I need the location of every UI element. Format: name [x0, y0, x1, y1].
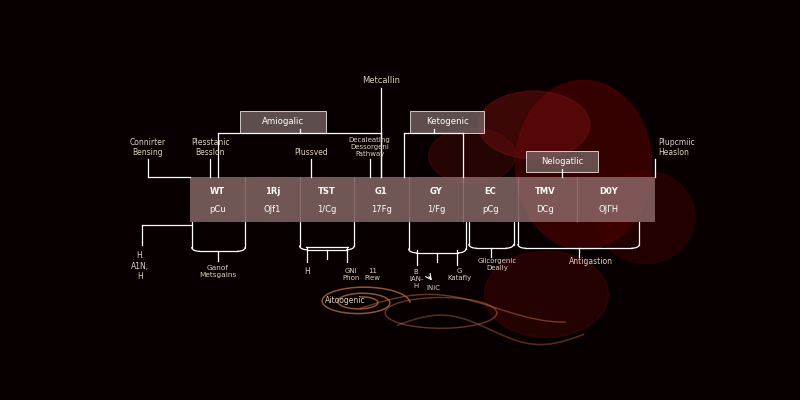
Text: Metcallin: Metcallin: [362, 76, 401, 85]
Text: pCg: pCg: [482, 205, 499, 214]
Text: Antigastion: Antigastion: [569, 257, 613, 266]
Text: INiC: INiC: [426, 285, 441, 291]
FancyBboxPatch shape: [190, 177, 655, 222]
Text: B
IAN-
H: B IAN- H: [409, 269, 423, 289]
Text: Gilcorgenic
Deally: Gilcorgenic Deally: [478, 258, 517, 271]
Ellipse shape: [515, 80, 652, 250]
Text: Ketogenic: Ketogenic: [426, 118, 469, 126]
Text: 1/Fg: 1/Fg: [427, 205, 446, 214]
Text: D0Y: D0Y: [599, 187, 618, 196]
Text: Plesstanic
Besslon: Plesstanic Besslon: [191, 138, 230, 157]
FancyBboxPatch shape: [239, 111, 326, 133]
Text: Plussved: Plussved: [294, 148, 328, 157]
Text: GNI
Phon: GNI Phon: [342, 268, 360, 281]
Text: Nelogatlic: Nelogatlic: [541, 158, 583, 166]
Text: 1Rj: 1Rj: [265, 187, 280, 196]
Text: G
Katafly: G Katafly: [447, 268, 472, 281]
Text: WT: WT: [210, 187, 226, 196]
FancyBboxPatch shape: [526, 152, 598, 172]
Text: OJΓH: OJΓH: [598, 205, 618, 214]
Text: DCg: DCg: [536, 205, 554, 214]
Text: Decaleating
Dessorgeni
Pathway: Decaleating Dessorgeni Pathway: [349, 137, 390, 157]
Ellipse shape: [596, 171, 695, 264]
Ellipse shape: [485, 251, 609, 338]
Text: Aitoogenic: Aitoogenic: [326, 296, 366, 305]
Text: OJf1: OJf1: [264, 205, 281, 214]
Text: EC: EC: [485, 187, 497, 196]
Text: pCu: pCu: [210, 205, 226, 214]
Ellipse shape: [478, 91, 590, 159]
Text: Plupcmiic
Heaslon: Plupcmiic Heaslon: [658, 138, 694, 157]
Text: Connirter
Bensing: Connirter Bensing: [130, 138, 166, 157]
Text: G1: G1: [375, 187, 388, 196]
Text: H.
A1N,
H: H. A1N, H: [131, 251, 150, 281]
Text: GY: GY: [430, 187, 442, 196]
Text: 1/Cg: 1/Cg: [318, 205, 337, 214]
Text: 11
Piew: 11 Piew: [365, 268, 381, 281]
Text: TST: TST: [318, 187, 336, 196]
Text: TMV: TMV: [535, 187, 555, 196]
Text: H: H: [304, 267, 310, 276]
FancyBboxPatch shape: [410, 111, 485, 133]
Text: Ganof
Metsgains: Ganof Metsgains: [199, 265, 237, 278]
Text: Amiogalic: Amiogalic: [262, 118, 304, 126]
Text: 17Fg: 17Fg: [371, 205, 392, 214]
Ellipse shape: [429, 128, 515, 184]
